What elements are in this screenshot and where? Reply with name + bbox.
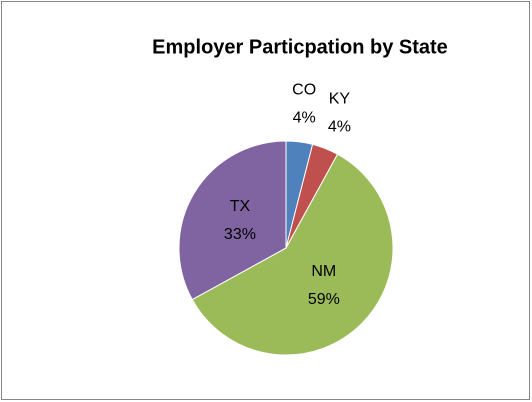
- slice-value-label: 33%: [224, 226, 256, 243]
- pie-slice: [191, 153, 394, 356]
- slice-category-label: NM: [311, 263, 336, 280]
- slice-category-label: TX: [230, 198, 251, 215]
- slice-value-label: 4%: [328, 118, 351, 135]
- slice-category-label: CO: [292, 81, 316, 98]
- slice-category-label: KY: [329, 90, 351, 107]
- pie-slice: [178, 140, 287, 301]
- chart-title: Employer Particpation by State: [152, 36, 448, 58]
- slice-value-label: 59%: [308, 291, 340, 308]
- slice-value-label: 4%: [293, 109, 316, 126]
